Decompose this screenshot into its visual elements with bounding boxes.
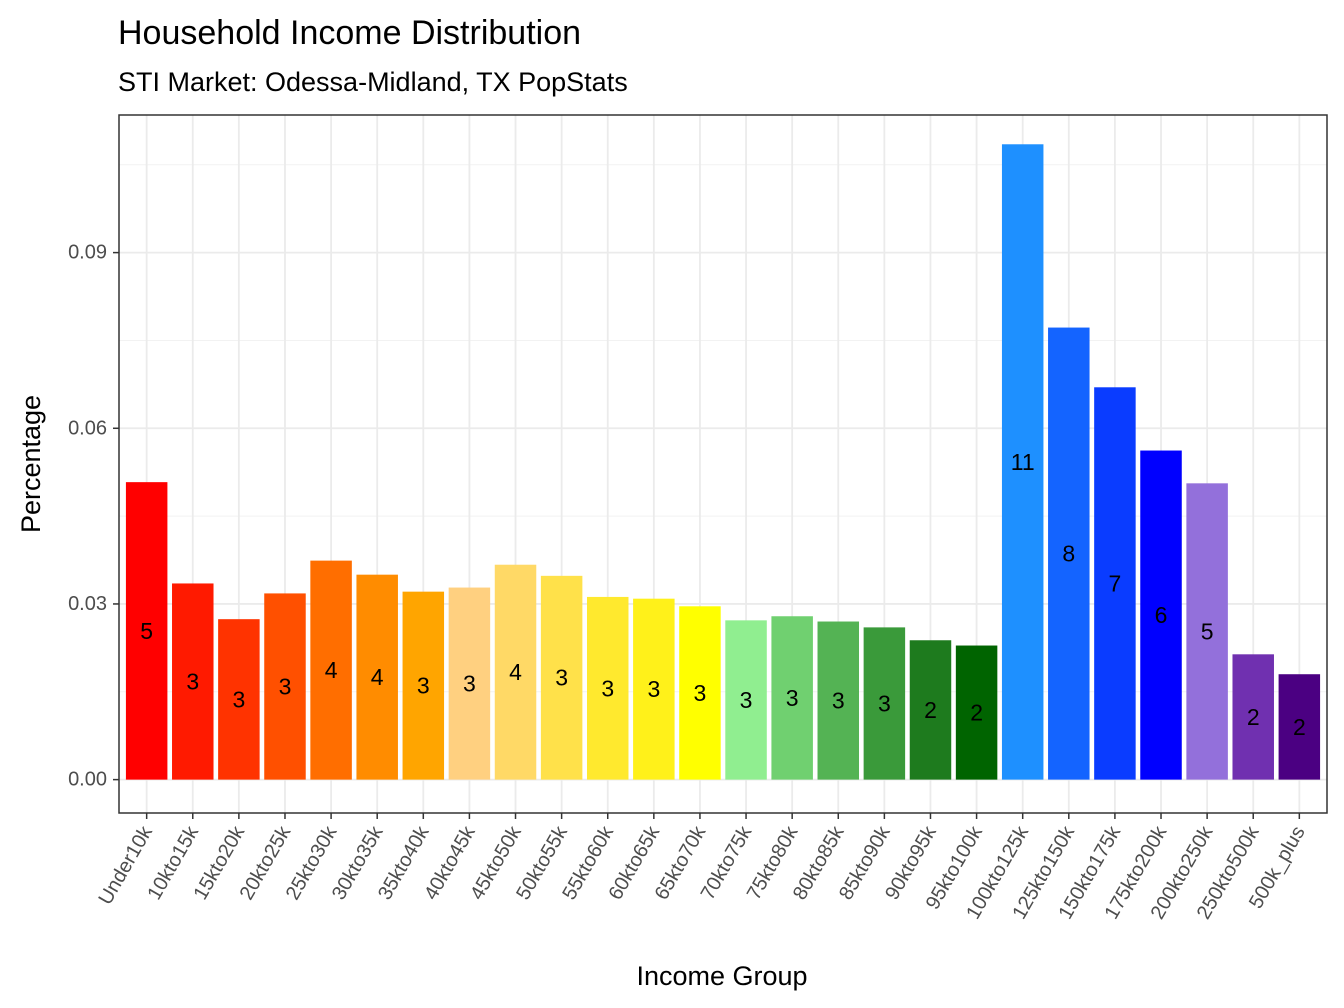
bars (125, 144, 1321, 780)
y-axis: 0.00 0.03 0.06 0.09 (68, 242, 119, 791)
bar-value-label: 2 (1293, 714, 1306, 740)
bar-35kto40k (402, 591, 445, 780)
x-axis: Under10k10kto15k15kto20k20kto25k25kto30k… (95, 813, 1310, 923)
bar-value-label: 4 (371, 664, 384, 690)
bar-value-label: 3 (832, 688, 845, 714)
bar-60kto65k (633, 598, 675, 780)
chart-title: Household Income Distribution (118, 14, 581, 52)
bar-value-label: 4 (509, 659, 522, 685)
bar-value-label: 3 (232, 686, 245, 712)
bar-500k_plus (1278, 674, 1321, 780)
bar-value-label: 2 (924, 697, 937, 723)
y-tick-label: 0.06 (68, 417, 107, 439)
bar-value-label: 3 (186, 669, 199, 695)
bar-value-label: 2 (1247, 704, 1260, 730)
bar-25kto30k (310, 560, 352, 780)
bar-30kto35k (356, 574, 398, 780)
bar-65kto70k (679, 606, 721, 780)
bar-Under10k (125, 482, 168, 780)
bar-175kto200k (1140, 450, 1182, 780)
bar-value-label: 5 (140, 618, 153, 644)
bar-50kto55k (540, 575, 583, 780)
bar-value-label: 11 (1011, 449, 1035, 475)
bar-value-label: 3 (740, 687, 753, 713)
bar-45kto50k (494, 564, 537, 780)
plot-panel-border (118, 114, 1328, 814)
bar-value-label: 6 (1155, 602, 1168, 628)
bar-value-label: 3 (694, 680, 707, 706)
bar-95kto100k (955, 645, 998, 780)
bar-value-label: 3 (647, 676, 660, 702)
bar-value-label: 8 (1062, 541, 1075, 567)
y-axis-title: Percentage (16, 395, 46, 533)
bar-value-label: 7 (1109, 570, 1122, 596)
bar-10kto15k (172, 583, 214, 780)
bar-15kto20k (218, 619, 260, 780)
bar-value-label: 3 (279, 674, 292, 700)
y-tick-label: 0.00 (68, 769, 107, 791)
bar-75kto80k (771, 616, 813, 780)
bar-90kto95k (909, 640, 952, 780)
bar-20kto25k (264, 593, 306, 780)
bar-55kto60k (586, 596, 629, 780)
bar-value-label: 3 (601, 675, 614, 701)
bar-250kto500k (1232, 654, 1274, 780)
y-tick-label: 0.03 (68, 593, 107, 615)
bar-value-label: 3 (463, 671, 476, 697)
y-tick-label: 0.09 (68, 242, 107, 264)
bar-value-label: 3 (555, 665, 568, 691)
bar-200kto250k (1186, 483, 1228, 780)
bar-100kto125k (1001, 144, 1044, 780)
bar-85kto90k (863, 627, 906, 780)
bar-150kto175k (1094, 387, 1136, 780)
bar-value-label: 5 (1201, 618, 1214, 644)
bar-value-label: 2 (970, 700, 983, 726)
bar-value-label: 4 (325, 657, 338, 683)
bar-40kto45k (448, 587, 491, 780)
bar-125kto150k (1048, 327, 1090, 780)
bar-70kto75k (725, 620, 767, 780)
bar-value-label: 3 (878, 690, 891, 716)
chart-subtitle: STI Market: Odessa-Midland, TX PopStats (118, 67, 628, 97)
bar-labels: 5 3 3 3 4 4 3 3 4 3 3 3 3 3 3 3 3 2 2 11 8 7 6 5 2 2 (140, 449, 1305, 740)
bar-80kto85k (817, 621, 860, 780)
bar-value-label: 3 (786, 685, 799, 711)
bar-value-label: 3 (417, 673, 430, 699)
x-axis-title: Income Group (636, 961, 807, 991)
